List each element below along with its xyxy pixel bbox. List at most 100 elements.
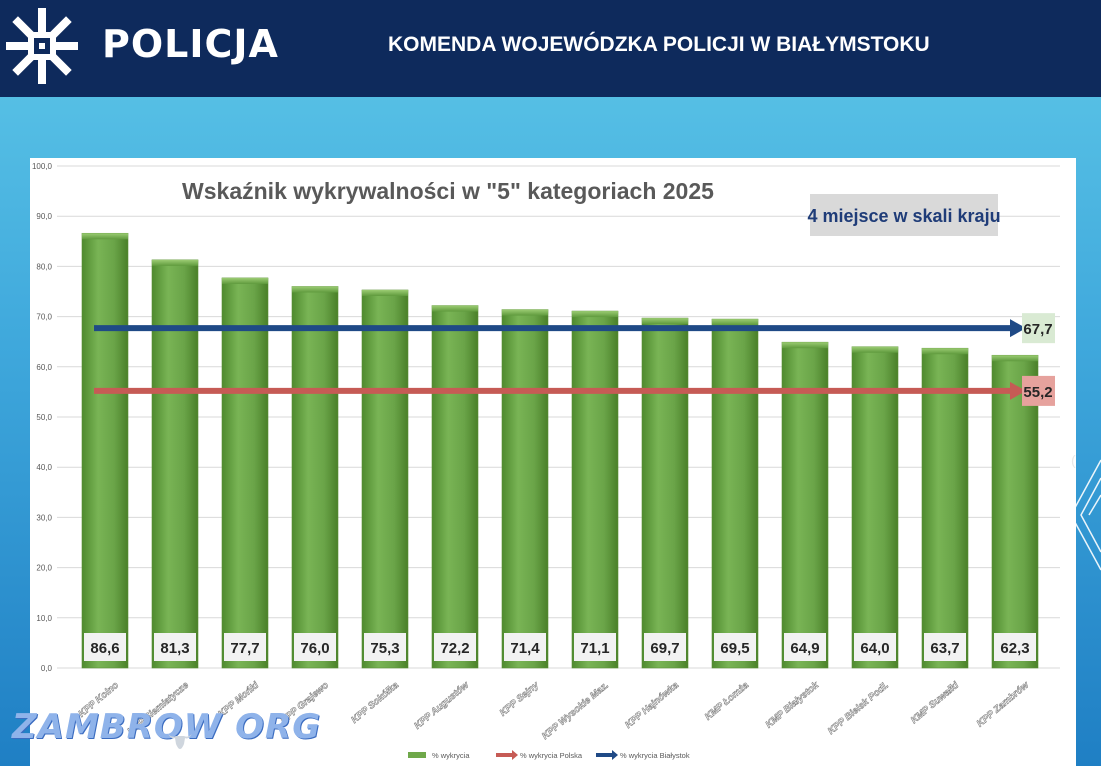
value-label: 75,3 — [370, 640, 399, 657]
value-label-box — [224, 633, 266, 661]
value-label: 71,1 — [580, 640, 609, 657]
value-label-box — [574, 633, 616, 661]
x-tick-label: KPP Hajnówka — [623, 680, 681, 731]
bar-cap — [852, 346, 898, 353]
x-tick-label: KPP Bielsk Podl. — [826, 680, 891, 737]
x-tick-label: KPP Augustów — [412, 679, 471, 731]
bar — [711, 318, 759, 669]
bar-cap — [712, 319, 758, 326]
legend-arrow-icon — [612, 750, 618, 760]
stray-text: ( — [1071, 452, 1076, 468]
bar — [291, 286, 339, 669]
bar — [81, 232, 129, 669]
y-tick-label: 30,0 — [36, 513, 52, 522]
y-tick-label: 50,0 — [36, 413, 52, 422]
bar — [921, 347, 969, 669]
bar-cap — [222, 277, 268, 284]
reference-value-label: 67,7 — [1023, 321, 1052, 338]
bar-cap — [502, 309, 548, 316]
bar-cap — [782, 342, 828, 349]
y-tick-label: 40,0 — [36, 463, 52, 472]
rank-annotation: 4 miejsce w skali kraju — [807, 206, 1000, 226]
x-tick-label: KMP Białystok — [764, 679, 822, 730]
watermark-logo: ZAMBROW ORG — [12, 707, 322, 747]
bar-cap — [432, 305, 478, 312]
bar-cap — [82, 233, 128, 240]
value-label-box — [294, 633, 336, 661]
value-label: 86,6 — [90, 640, 119, 657]
bison-icon — [168, 734, 192, 749]
y-tick-label: 90,0 — [36, 212, 52, 221]
brand-logo-text: POLICJA — [102, 22, 279, 66]
value-label-box — [504, 633, 546, 661]
bar — [431, 305, 479, 669]
bar — [361, 289, 409, 669]
value-label: 69,5 — [720, 640, 749, 657]
bar — [781, 341, 829, 669]
value-label: 77,7 — [230, 640, 259, 657]
decorative-stripes — [1070, 459, 1101, 571]
value-label-box — [854, 633, 896, 661]
legend-entry: % wykrycia — [432, 751, 470, 760]
value-label: 69,7 — [650, 640, 679, 657]
bar-cap — [992, 355, 1038, 362]
legend-arrow-icon — [512, 750, 518, 760]
value-label: 63,7 — [930, 640, 959, 657]
value-label: 64,9 — [790, 640, 819, 657]
value-label: 64,0 — [860, 640, 889, 657]
reference-badge — [1022, 313, 1055, 344]
bar — [571, 310, 619, 669]
chart-panel: 0,0 10,0 20,0 30,0 40,0 50,0 60,0 70,0 80,0 90,0 1… — [30, 158, 1076, 766]
value-label-box — [784, 633, 826, 661]
bar — [851, 346, 899, 669]
value-label: 71,4 — [510, 640, 540, 657]
x-tick-label: KPP Zambrów — [975, 679, 1032, 729]
value-label-box — [994, 633, 1036, 661]
value-label: 72,2 — [440, 640, 469, 657]
bar — [151, 259, 199, 669]
bar-cap — [152, 259, 198, 266]
x-tick-label: KPP Wysokie Maz. — [540, 680, 611, 742]
value-label-box — [924, 633, 966, 661]
y-tick-label: 20,0 — [36, 564, 52, 573]
value-label-box — [154, 633, 196, 661]
legend-entry: % wykrycia Białystok — [620, 751, 690, 760]
bar — [221, 277, 269, 669]
header-bar: POLICJA KOMENDA WOJEWÓDZKA POLICJI W BIA… — [0, 0, 1101, 97]
y-tick-label: 100,0 — [32, 162, 53, 171]
legend-swatch — [408, 752, 426, 758]
value-label-box — [364, 633, 406, 661]
bar-cap — [362, 289, 408, 296]
value-label: 62,3 — [1000, 640, 1029, 657]
value-label-box — [434, 633, 476, 661]
bar-cap — [922, 348, 968, 355]
value-label: 81,3 — [160, 640, 189, 657]
y-tick-label: 60,0 — [36, 363, 52, 372]
annotation-box — [810, 194, 998, 236]
police-star-icon — [6, 8, 78, 84]
bar-cap — [292, 286, 338, 293]
bar-chart: 0,0 10,0 20,0 30,0 40,0 50,0 60,0 70,0 80,0 90,0 1… — [32, 162, 1060, 760]
y-tick-label: 0,0 — [41, 664, 53, 673]
reference-value-label: 55,2 — [1023, 384, 1052, 401]
bar — [501, 309, 549, 669]
y-tick-label: 80,0 — [36, 262, 52, 271]
chart-title: Wskaźnik wykrywalności w "5" kategoriach… — [182, 178, 714, 204]
y-tick-label: 70,0 — [36, 313, 52, 322]
x-tick-label: KPP Sokółka — [349, 680, 401, 726]
value-label-box — [644, 633, 686, 661]
value-label-box — [84, 633, 126, 661]
value-label-box — [714, 633, 756, 661]
bar-cap — [642, 318, 688, 325]
arrow-head-icon — [1010, 319, 1026, 338]
x-tick-label: KPP Sejny — [498, 679, 542, 718]
bar-cap — [572, 311, 618, 318]
bar — [641, 317, 689, 669]
legend-entry: % wykrycia Polska — [520, 751, 583, 760]
bar — [991, 354, 1039, 669]
x-tick-label: KMP Suwałki — [909, 680, 961, 726]
value-label: 76,0 — [300, 640, 329, 657]
reference-badge — [1022, 375, 1055, 406]
x-tick-label: KMP Łomża — [703, 680, 751, 723]
y-tick-label: 10,0 — [36, 614, 52, 623]
